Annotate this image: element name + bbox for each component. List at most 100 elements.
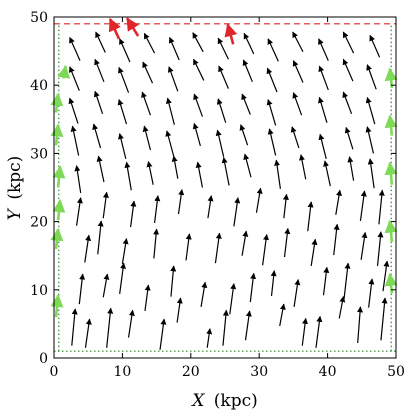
arrow-s0-104 (318, 65, 329, 91)
arrow-s0-20 (200, 281, 208, 307)
arrow-s0-55 (74, 165, 82, 194)
arrow-s0-118 (342, 31, 355, 54)
arrow-s2-3 (52, 165, 66, 188)
arrow-s0-102 (266, 67, 278, 93)
arrow-s0-114 (243, 32, 255, 55)
arrow-s0-72 (165, 130, 175, 157)
arrow-s0-82 (93, 90, 104, 115)
arrow-s0-90 (292, 92, 303, 116)
arrow-s2-6 (57, 64, 71, 79)
x-tick-label-5: 50 (387, 364, 405, 380)
arrow-s0-95 (94, 58, 105, 83)
arrow-s0-47 (207, 195, 214, 219)
arrow-s0-2 (106, 307, 114, 348)
arrow-s0-31 (121, 238, 129, 264)
arrow-s0-93 (365, 96, 376, 125)
y-tick-label-5: 50 (30, 10, 48, 26)
arrow-s0-53 (359, 190, 367, 221)
arrow-s0-8 (244, 310, 252, 341)
arrow-s0-3 (127, 309, 135, 338)
arrow-s0-24 (293, 278, 301, 307)
arrow-s0-43 (102, 191, 109, 219)
arrow-s0-26 (343, 262, 351, 300)
arrow-s0-39 (333, 223, 340, 256)
arrow-s0-73 (192, 122, 201, 147)
arrow-s0-109 (119, 38, 131, 63)
x-tick-label-1: 10 (113, 364, 131, 380)
arrow-s0-23 (270, 270, 277, 297)
arrow-s0-66 (347, 156, 355, 181)
arrow-s0-40 (360, 231, 368, 260)
arrow-s2-4 (50, 123, 64, 146)
arrow-s0-91 (318, 96, 328, 123)
y-tick-label-2: 20 (30, 215, 48, 231)
x-tick-label-4: 40 (319, 364, 337, 380)
arrow-s0-60 (195, 161, 204, 188)
arrow-s0-52 (335, 189, 342, 215)
arrow-s0-17 (119, 262, 127, 294)
arrow-s0-87 (216, 98, 227, 123)
arrow-s0-16 (102, 273, 110, 298)
arrow-s0-6 (206, 328, 213, 348)
arrow-s0-61 (221, 156, 230, 186)
arrow-s0-29 (84, 234, 92, 263)
arrow-s2-9 (384, 161, 398, 185)
arrow-s2-7 (384, 272, 398, 294)
arrow-s0-70 (118, 133, 127, 159)
arrow-s0-15 (78, 273, 86, 305)
arrow-s0-13 (357, 306, 364, 344)
arrow-s0-19 (170, 265, 177, 297)
y-axis-label-unit: (kpc) (5, 156, 25, 200)
y-tick-label-3: 30 (30, 146, 48, 162)
arrow-s0-28 (382, 260, 390, 292)
arrow-s0-14 (380, 297, 388, 341)
arrow-s0-99 (192, 58, 205, 81)
arrow-s0-21 (229, 283, 237, 315)
arrow-s0-62 (243, 153, 252, 178)
arrow-s0-113 (217, 37, 229, 60)
arrow-s2-5 (50, 92, 64, 113)
x-tick-label-3: 30 (250, 364, 268, 380)
arrow-s2-1 (50, 227, 64, 250)
arrow-s0-75 (239, 124, 249, 146)
arrow-s0-50 (282, 193, 289, 219)
arrow-s0-45 (153, 195, 161, 224)
arrow-s0-9 (279, 303, 286, 327)
arrow-s1-1 (126, 17, 140, 37)
arrow-s0-37 (283, 227, 291, 258)
arrow-s0-42 (75, 197, 83, 226)
arrow-s0-67 (367, 158, 375, 189)
arrow-s0-115 (267, 38, 279, 62)
arrow-s1-0 (108, 17, 121, 40)
axis-ticks: 0 10 20 30 40 50 0 10 20 30 40 50 (30, 10, 405, 380)
arrow-s0-92 (342, 91, 353, 115)
arrow-s0-86 (193, 93, 203, 117)
arrow-s0-5 (176, 297, 183, 323)
arrow-s0-11 (315, 315, 323, 348)
arrow-s0-51 (307, 201, 314, 232)
arrow-s0-83 (117, 98, 128, 125)
arrow-s0-36 (262, 233, 269, 266)
arrow-s0-77 (290, 126, 300, 149)
arrow-s0-0 (71, 308, 78, 346)
arrow-s0-38 (310, 238, 318, 267)
y-tick-label-0: 0 (39, 351, 48, 367)
plot-frame (53, 16, 397, 359)
x-axis-label-var: X (190, 391, 205, 411)
arrow-s0-44 (130, 200, 137, 228)
arrow-s0-79 (344, 126, 354, 150)
arrow-s0-89 (266, 98, 277, 126)
arrow-s0-71 (142, 125, 152, 151)
arrow-s0-117 (318, 38, 329, 61)
arrow-s0-7 (222, 309, 229, 346)
arrow-s0-22 (249, 272, 257, 303)
arrow-s0-97 (142, 61, 154, 84)
arrow-s0-18 (144, 284, 151, 312)
arrow-s0-32 (153, 228, 160, 259)
boundary-lines (54, 23, 396, 352)
arrow-s0-12 (338, 296, 346, 319)
x-tick-label-2: 20 (182, 364, 200, 380)
y-axis-label-var: Y (5, 207, 25, 220)
arrow-s0-98 (167, 66, 179, 92)
